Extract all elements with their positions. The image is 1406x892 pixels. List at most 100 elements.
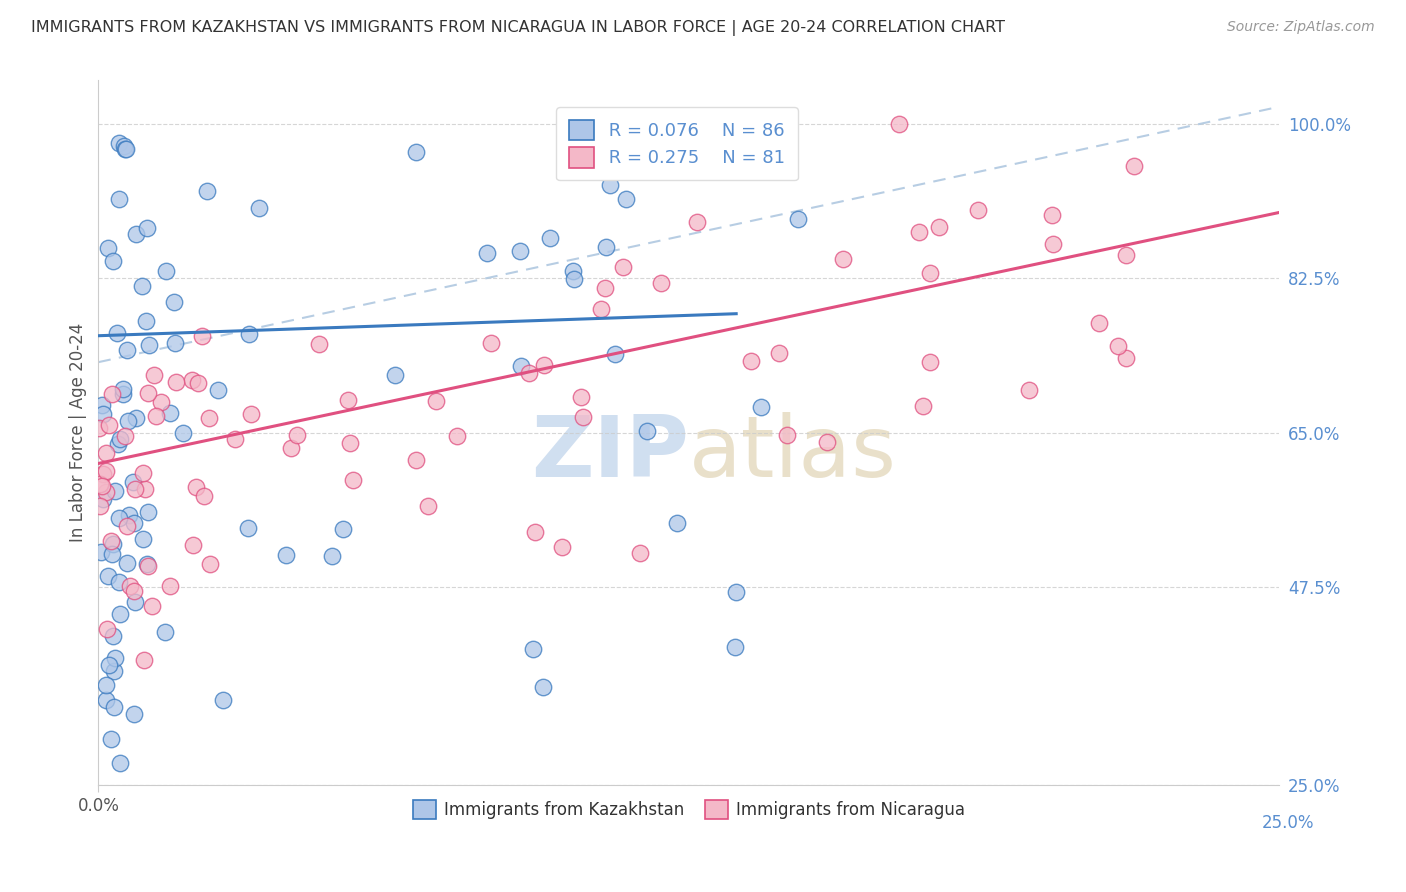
Point (117, 518, 139, 533)
Text: Source: ZipAtlas.com: Source: ZipAtlas.com (1227, 20, 1375, 34)
Point (1088, 316, 1111, 330)
Point (125, 410, 148, 425)
Point (136, 505, 159, 519)
Point (211, 693, 233, 707)
Point (551, 541, 574, 555)
Point (108, 192, 131, 206)
Point (89, 476, 111, 491)
Point (108, 432, 131, 446)
Point (96, 445, 118, 459)
Point (94, 484, 117, 499)
Point (749, 400, 772, 414)
Text: IMMIGRANTS FROM KAZAKHSTAN VS IMMIGRANTS FROM NICARAGUA IN LABOR FORCE | AGE 20-: IMMIGRANTS FROM KAZAKHSTAN VS IMMIGRANTS… (31, 20, 1005, 36)
Point (538, 231, 561, 245)
Point (967, 203, 990, 218)
Point (115, 556, 138, 570)
Point (479, 335, 502, 350)
Point (236, 521, 259, 535)
Point (332, 522, 354, 536)
Point (533, 358, 555, 372)
Point (650, 277, 672, 291)
Point (125, 227, 148, 241)
Point (124, 595, 146, 609)
Point (94, 693, 117, 707)
Point (122, 475, 145, 489)
Point (603, 347, 626, 361)
Point (686, 215, 709, 229)
Point (89, 500, 111, 514)
Point (97, 241, 120, 255)
Point (907, 225, 929, 239)
Point (132, 467, 155, 481)
Point (159, 579, 181, 593)
Point (446, 428, 468, 442)
Point (1115, 351, 1137, 366)
Point (155, 264, 177, 278)
Point (101, 254, 124, 268)
Point (153, 625, 176, 640)
Point (104, 484, 127, 499)
Point (115, 343, 138, 358)
Point (96, 622, 118, 636)
Point (187, 376, 209, 390)
Point (569, 390, 592, 404)
Point (589, 301, 612, 316)
Point (135, 314, 157, 328)
Point (132, 532, 155, 546)
Point (247, 201, 270, 215)
Point (416, 500, 439, 514)
Point (724, 640, 747, 654)
Point (1122, 160, 1144, 174)
Point (572, 409, 595, 424)
Point (107, 511, 129, 525)
Point (100, 386, 122, 401)
Point (108, 756, 131, 771)
Legend: Immigrants from Kazakhstan, Immigrants from Nicaragua: Immigrants from Kazakhstan, Immigrants f… (402, 790, 976, 830)
Point (91, 467, 114, 482)
Point (138, 338, 160, 352)
Point (384, 368, 406, 383)
Point (425, 394, 447, 409)
Point (100, 731, 122, 746)
Point (405, 145, 427, 159)
Point (87, 421, 110, 435)
Point (308, 337, 330, 351)
Point (107, 437, 129, 451)
Point (510, 359, 533, 374)
Point (405, 452, 427, 467)
Point (911, 399, 934, 413)
Point (159, 406, 181, 420)
Point (122, 584, 145, 599)
Point (101, 629, 124, 643)
Text: 25.0%: 25.0% (1263, 814, 1315, 831)
Point (198, 557, 221, 571)
Point (276, 548, 298, 562)
Point (918, 355, 941, 369)
Point (112, 386, 135, 401)
Point (118, 508, 141, 522)
Point (97, 568, 120, 582)
Point (740, 354, 762, 368)
Text: atlas: atlas (689, 412, 897, 495)
Point (108, 575, 131, 590)
Point (614, 192, 637, 206)
Point (110, 607, 132, 622)
Point (98, 658, 121, 673)
Point (238, 327, 260, 342)
Point (768, 346, 790, 360)
Point (100, 547, 122, 561)
Point (172, 425, 194, 440)
Point (336, 392, 359, 407)
Point (124, 482, 146, 496)
Point (475, 245, 498, 260)
Point (131, 278, 153, 293)
Point (918, 266, 941, 280)
Point (1040, 208, 1063, 222)
Point (181, 373, 204, 387)
Point (114, 429, 136, 443)
Point (112, 139, 135, 153)
Point (612, 121, 634, 136)
Point (184, 480, 207, 494)
Point (136, 220, 159, 235)
Point (91, 398, 114, 412)
